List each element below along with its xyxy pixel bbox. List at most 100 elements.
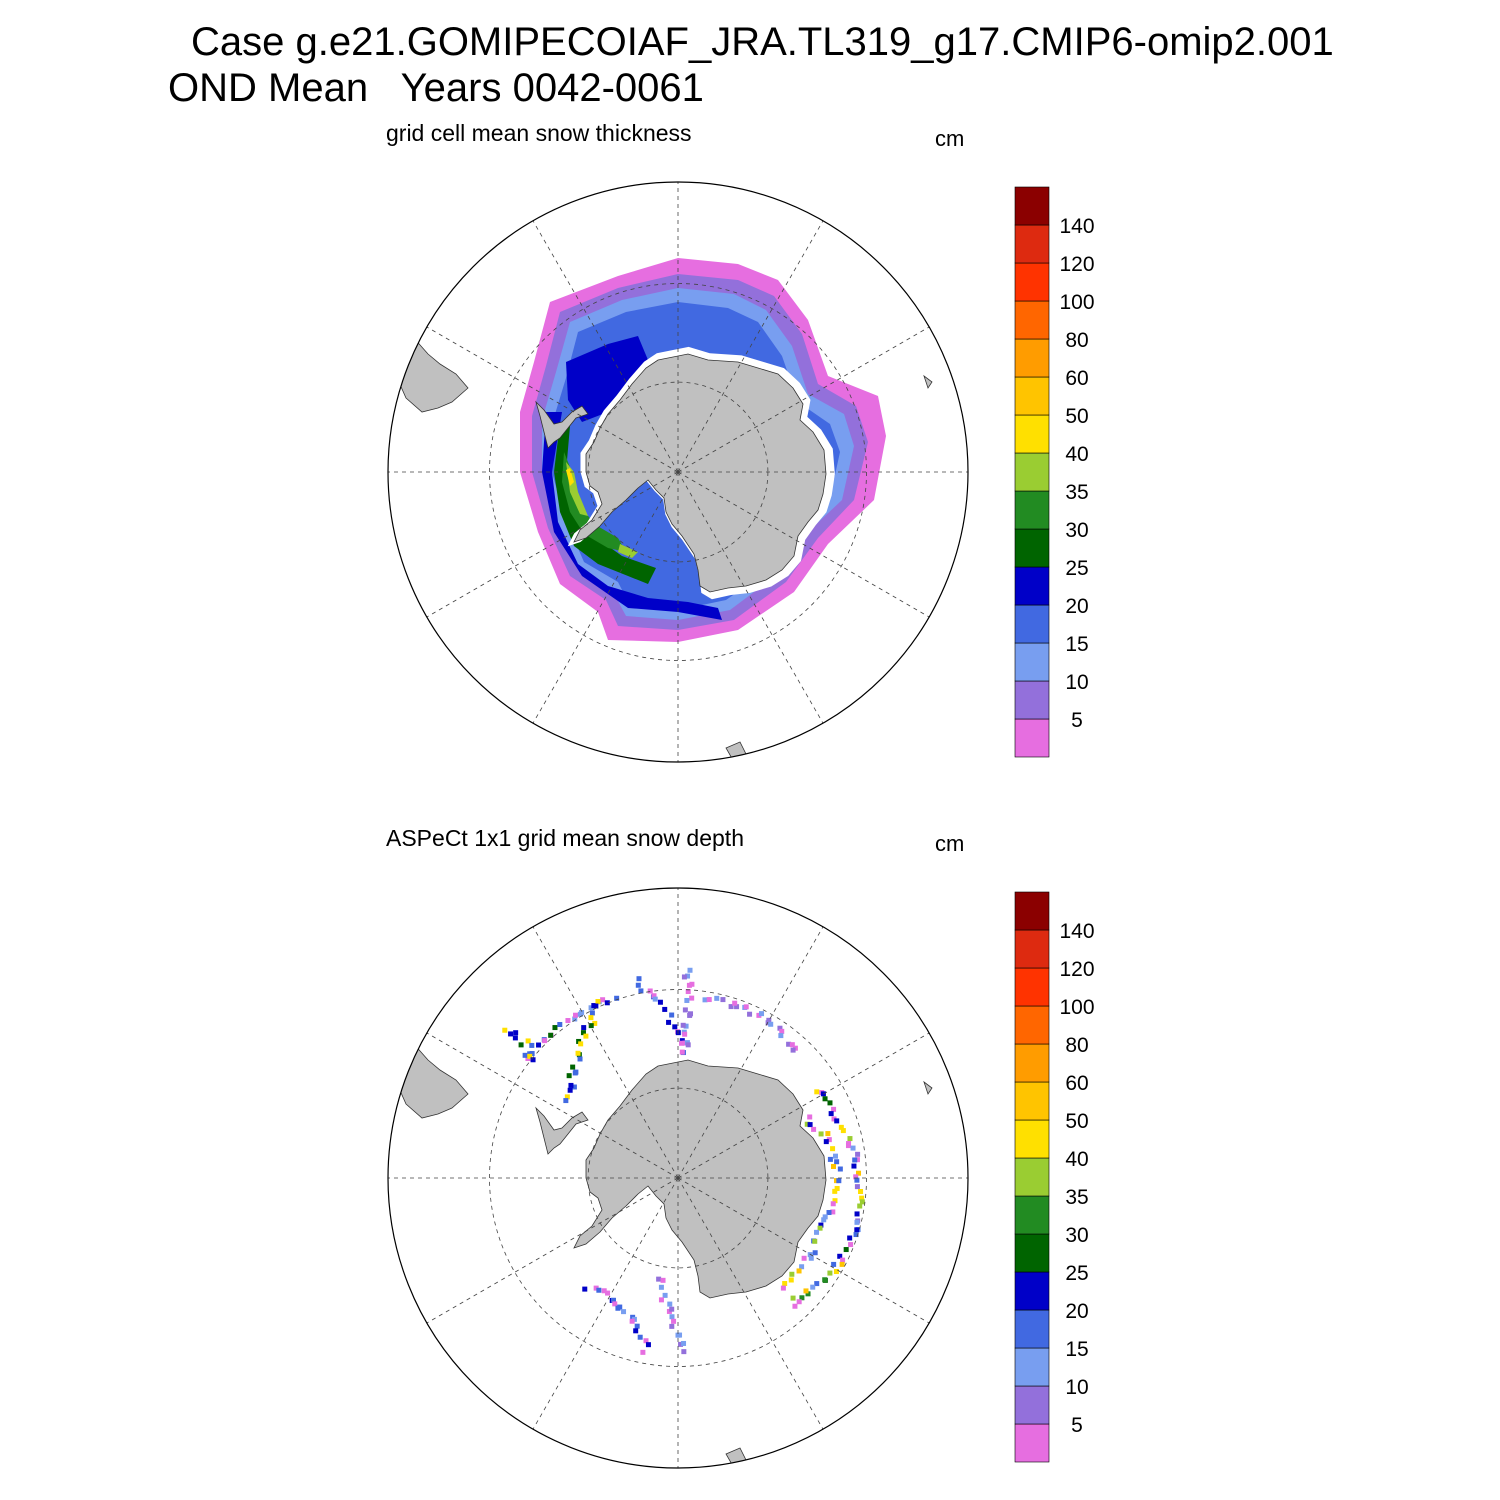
obs-cell-43 [563,1098,569,1104]
panel-2-title: ASPeCt 1x1 grid mean snow depth [386,825,744,851]
obs-cell-194 [582,1286,588,1292]
colorbar-swatch-11 [1014,1005,1050,1045]
obs-cell-156 [804,1121,810,1127]
obs-cell-215 [660,1277,666,1283]
meridian-line [426,471,679,618]
obs-cell-85 [734,1004,740,1010]
obs-cell-180 [817,1225,823,1231]
obs-cell-93 [765,1020,771,1026]
obs-cell-192 [782,1280,788,1286]
obs-cell-64 [681,974,687,980]
obs-cell-239 [530,1057,536,1063]
colorbar-label-20: 20 [1065,595,1088,618]
obs-cell-210 [637,1334,643,1340]
obs-cell-47 [647,988,653,994]
latitude-circle-outer [489,283,867,661]
obs-cell-37 [573,1069,579,1075]
colorbar-2: 5 10 15 20 25 30 35 40 50 60 80 100 120 140 [1014,891,1095,1463]
colorbar-label-35: 35 [1065,481,1088,504]
colorbar-swatch-0 [1014,1423,1050,1463]
obs-cell-160 [825,1131,831,1137]
colorbar-1: 5 10 15 20 25 30 35 40 50 60 80 100 120 140 [1014,186,1095,758]
obs-cell-230 [502,1027,508,1033]
obs-cell-60 [679,1040,685,1046]
island-land-2 [725,741,747,762]
obs-cell-9 [557,1021,563,1027]
colorbar-swatch-5 [1014,528,1050,568]
colorbar-label-140: 140 [1059,920,1094,943]
obs-cell-102 [814,1089,820,1095]
island-land-2 [725,1447,747,1468]
map-boundary [387,887,969,1469]
obs-cell-238 [527,1053,533,1059]
obs-cell-72 [687,1012,693,1018]
obs-cell-165 [827,1156,833,1162]
obs-cell-19 [604,1000,610,1006]
obs-cell-65 [689,981,695,987]
snow-band-40-50cm [566,468,574,486]
obs-cell-28 [580,1030,586,1036]
obs-cell-171 [834,1185,840,1191]
obs-cell-211 [643,1338,649,1344]
colorbar-label-30: 30 [1065,1224,1088,1247]
meridian-line [532,926,679,1179]
obs-cell-172 [832,1188,838,1194]
meridian-line [677,471,824,724]
obs-cell-88 [743,1004,749,1010]
obs-cell-105 [822,1096,828,1102]
obs-cell-73 [683,1023,689,1029]
obs-cell-195 [593,1285,599,1291]
colorbar-swatch-11 [1014,300,1050,340]
obs-cell-138 [837,1253,843,1259]
colorbar-swatch-13 [1014,929,1050,969]
colorbar-swatch-13 [1014,224,1050,264]
snow-band-25-30cm [554,422,656,584]
obs-cell-106 [827,1100,833,1106]
obs-cell-209 [633,1328,639,1334]
meridian-line [532,220,679,473]
obs-cell-76 [682,1031,688,1037]
obs-cell-45 [635,982,641,988]
obs-cell-236 [529,1042,535,1048]
obs-cell-31 [578,1041,584,1047]
colorbar-swatch-7 [1014,452,1050,492]
obs-cell-234 [518,1042,524,1048]
obs-cell-184 [812,1250,818,1256]
obs-cell-3 [536,1042,542,1048]
obs-cell-27 [581,1025,587,1031]
obs-cell-139 [840,1257,846,1263]
colorbar-swatch-4 [1014,566,1050,606]
map-data-layer [388,182,968,762]
obs-cell-197 [601,1288,607,1294]
obs-cell-235 [525,1038,531,1044]
island-land [923,1080,933,1095]
colorbar-label-100: 100 [1059,996,1094,1019]
colorbar-swatch-12 [1014,967,1050,1007]
obs-cell-101 [790,1047,796,1053]
colorbar-swatch-1 [1014,680,1050,720]
panel-1-title: grid cell mean snow thickness [386,120,692,146]
obs-cell-90 [756,1012,762,1018]
obs-cell-153 [792,1303,798,1309]
colorbar-swatch-3 [1014,1309,1050,1349]
snow-band-35-40cm-b [618,544,638,558]
obs-cell-121 [856,1170,862,1176]
colorbar-label-120: 120 [1059,253,1094,276]
obs-cell-237 [522,1052,528,1058]
obs-cell-41 [567,1087,573,1093]
latitude-circle-inner [587,381,769,563]
obs-cell-136 [848,1242,854,1248]
obs-cell-51 [657,999,663,1005]
obs-cell-67 [685,989,691,995]
obs-cell-233 [512,1035,518,1041]
obs-cell-150 [799,1295,805,1301]
obs-cell-29 [583,1033,589,1039]
obs-cell-177 [822,1214,828,1220]
obs-cell-52 [662,1006,668,1012]
obs-cell-66 [686,982,692,988]
obs-cell-54 [666,1019,672,1025]
obs-cell-232 [513,1030,519,1036]
colorbar-label-80: 80 [1065,1034,1088,1057]
obs-cell-81 [706,997,712,1003]
obs-cell-174 [830,1201,836,1207]
